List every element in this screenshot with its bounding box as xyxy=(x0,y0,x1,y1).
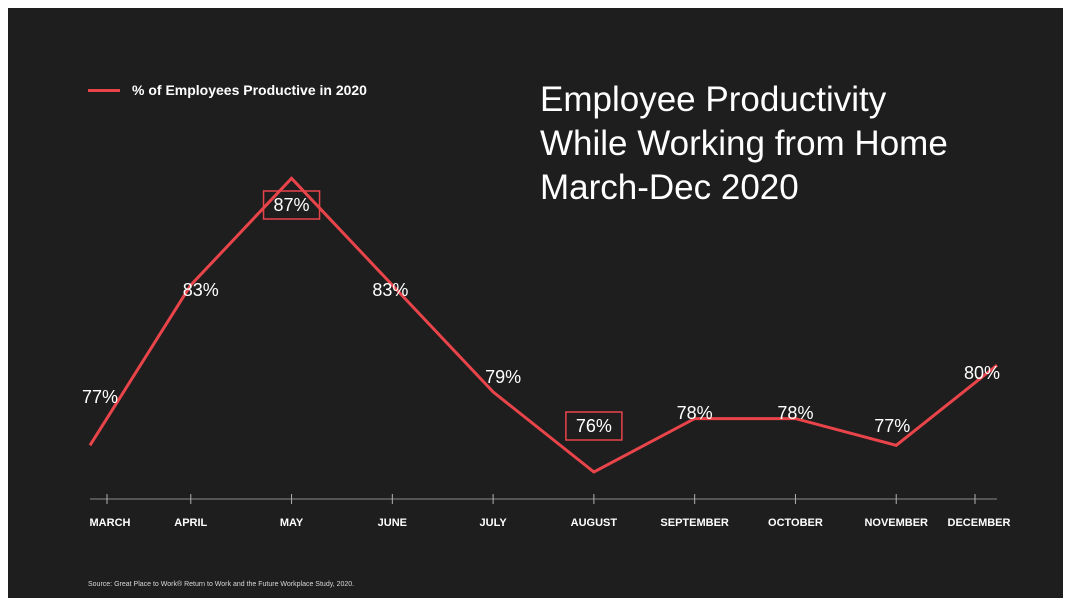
data-label: 78% xyxy=(677,403,713,423)
source-note: Source: Great Place to Work® Return to W… xyxy=(88,581,355,588)
x-tick-label: NOVEMBER xyxy=(864,517,928,529)
chart-title: Employee Productivity While Working from… xyxy=(540,78,948,210)
legend: % of Employees Productive in 2020 xyxy=(88,82,367,98)
data-label: 83% xyxy=(372,280,408,300)
x-tick-label: DECEMBER xyxy=(948,517,1011,529)
x-tick-label: AUGUST xyxy=(571,517,618,529)
data-label: 80% xyxy=(964,363,1000,383)
data-label: 79% xyxy=(485,367,521,387)
data-label: 77% xyxy=(82,387,118,407)
chart-frame: MARCH APRIL MAY JUNE JULY AUGUST SEPTEMBER OCTO… xyxy=(8,8,1063,598)
x-tick-label: JULY xyxy=(480,517,508,529)
legend-label: % of Employees Productive in 2020 xyxy=(132,82,367,98)
data-label: 77% xyxy=(874,416,910,436)
title-line-1: Employee Productivity xyxy=(540,80,887,119)
x-tick-label: APRIL xyxy=(174,517,207,529)
x-tick-label: MARCH xyxy=(90,517,131,529)
data-label-box xyxy=(565,411,623,441)
x-tick-label: OCTOBER xyxy=(768,517,823,529)
data-label: 78% xyxy=(777,403,813,423)
data-label: 83% xyxy=(183,280,219,300)
x-tick-label: SEPTEMBER xyxy=(660,517,729,529)
series-line xyxy=(88,176,998,474)
x-tick-label: MAY xyxy=(280,517,304,529)
title-line-3: March-Dec 2020 xyxy=(540,168,799,207)
data-label-box xyxy=(262,190,321,220)
title-line-2: While Working from Home xyxy=(540,124,948,163)
legend-line-swatch xyxy=(88,88,120,92)
data-label: 87% xyxy=(274,195,310,215)
x-tick-label: JUNE xyxy=(378,517,407,529)
line-chart: MARCH APRIL MAY JUNE JULY AUGUST SEPTEMBER OCTO… xyxy=(82,176,1011,529)
data-label: 76% xyxy=(576,416,612,436)
